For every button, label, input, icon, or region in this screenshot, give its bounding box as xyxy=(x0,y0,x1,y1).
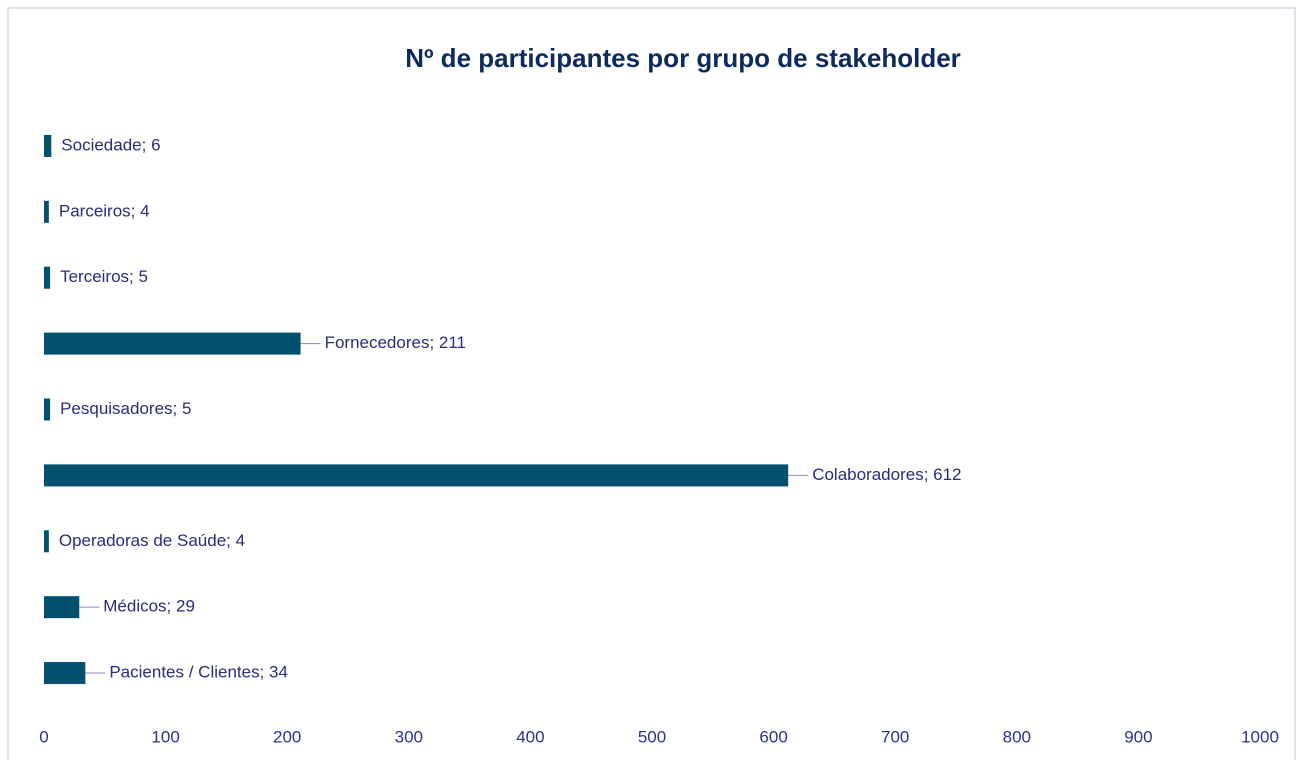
data-label: Sociedade; 6 xyxy=(61,135,160,154)
chart-title: Nº de participantes por grupo de stakeho… xyxy=(405,43,961,73)
data-label: Médicos; 29 xyxy=(103,597,195,616)
bar xyxy=(44,530,49,553)
data-label: Pacientes / Clientes; 34 xyxy=(109,663,288,682)
data-label: Fornecedores; 211 xyxy=(325,333,466,352)
bar xyxy=(44,134,52,157)
x-tick-label: 600 xyxy=(759,727,787,746)
data-label: Parceiros; 4 xyxy=(59,201,150,220)
x-tick-label: 800 xyxy=(1003,727,1031,746)
data-label: Colaboradores; 612 xyxy=(812,465,961,484)
x-tick-label: 300 xyxy=(395,727,423,746)
x-tick-label: 500 xyxy=(638,727,666,746)
bar xyxy=(44,200,49,223)
x-tick-label: 900 xyxy=(1124,727,1152,746)
bar xyxy=(44,332,301,355)
x-tick-label: 0 xyxy=(39,727,48,746)
data-label: Pesquisadores; 5 xyxy=(60,399,191,418)
chart-frame xyxy=(7,7,1296,760)
x-tick-label: 700 xyxy=(881,727,909,746)
bar xyxy=(44,266,51,289)
bar xyxy=(44,596,80,619)
data-label: Operadoras de Saúde; 4 xyxy=(59,531,245,550)
bar xyxy=(44,464,789,487)
x-tick-label: 100 xyxy=(151,727,179,746)
x-tick-label: 400 xyxy=(516,727,544,746)
x-tick-label: 200 xyxy=(273,727,301,746)
data-label: Terceiros; 5 xyxy=(60,267,148,286)
bar xyxy=(44,398,51,421)
bar xyxy=(44,662,86,685)
x-tick-label: 1000 xyxy=(1241,727,1279,746)
